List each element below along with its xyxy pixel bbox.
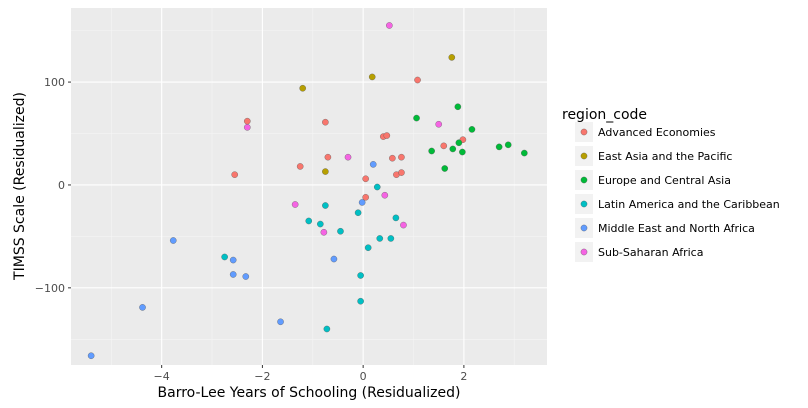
data-point: [244, 117, 251, 125]
data-point: [440, 142, 448, 150]
data-point: [330, 255, 338, 263]
data-point: [291, 201, 299, 208]
data-point: [169, 237, 177, 244]
data-point: [414, 76, 421, 84]
data-point: [362, 175, 369, 183]
data-point: [229, 271, 237, 278]
legend-marker: [580, 152, 588, 160]
plot-panel: [71, 8, 547, 365]
data-point: [441, 165, 449, 172]
x-tick-label: 0: [360, 370, 367, 383]
data-point: [435, 120, 442, 128]
data-point: [231, 171, 238, 178]
data-point: [242, 273, 250, 280]
data-point: [448, 54, 456, 61]
y-axis-ticks: −100 0 100: [35, 76, 71, 295]
data-point: [296, 163, 304, 170]
data-point: [368, 73, 376, 81]
data-point: [386, 22, 393, 29]
data-point: [504, 141, 512, 149]
data-point: [244, 124, 251, 131]
legend-label: Sub-Saharan Africa: [598, 246, 703, 259]
data-point: [398, 169, 405, 176]
data-point: [305, 217, 313, 225]
data-point: [344, 153, 352, 161]
legend-label: Middle East and North Africa: [598, 222, 755, 235]
x-axis-title: Barro-Lee Years of Schooling (Residualiz…: [158, 385, 461, 401]
data-point: [362, 194, 369, 201]
legend-label: East Asia and the Pacific: [598, 150, 732, 163]
data-point: [521, 149, 528, 157]
legend-label: Latin America and the Caribbean: [598, 198, 780, 211]
data-point: [459, 148, 466, 156]
data-point: [299, 84, 306, 92]
data-point: [449, 145, 457, 153]
data-point: [376, 235, 384, 242]
data-point: [354, 209, 362, 217]
x-tick-label: −2: [254, 370, 270, 383]
legend-marker: [580, 224, 588, 232]
data-point: [277, 318, 284, 326]
data-point: [392, 214, 400, 222]
data-point: [337, 227, 344, 235]
data-point: [389, 154, 396, 162]
data-points: [87, 22, 528, 360]
data-point: [454, 103, 462, 111]
data-point: [495, 143, 503, 151]
data-point: [383, 132, 391, 139]
data-point: [322, 168, 329, 175]
y-tick-label: 100: [44, 76, 65, 89]
data-point: [369, 161, 377, 168]
data-point: [373, 183, 381, 191]
data-point: [455, 139, 463, 147]
data-point: [323, 325, 331, 333]
data-point: [398, 153, 405, 161]
legend-marker: [580, 200, 588, 208]
data-point: [413, 114, 420, 122]
legend-marker: [580, 176, 588, 184]
legend-title: region_code: [562, 107, 647, 123]
data-point: [317, 220, 324, 228]
x-tick-label: 2: [460, 370, 467, 383]
y-tick-label: −100: [35, 282, 65, 295]
data-point: [357, 272, 364, 279]
data-point: [381, 191, 389, 199]
data-point: [320, 229, 328, 236]
data-point: [139, 304, 146, 311]
y-axis-title: TIMSS Scale (Residualized): [12, 92, 28, 281]
legend: region_code Advanced Economies East Asia …: [562, 107, 780, 262]
data-point: [364, 244, 372, 251]
data-point: [387, 235, 395, 242]
data-point: [428, 147, 435, 155]
data-point: [468, 126, 476, 133]
x-tick-label: −4: [154, 370, 170, 383]
legend-label: Europe and Central Asia: [598, 174, 731, 187]
legend-label: Advanced Economies: [598, 126, 716, 139]
data-point: [322, 118, 329, 126]
data-point: [358, 199, 366, 206]
data-point: [221, 253, 228, 261]
major-gridlines: [71, 8, 547, 365]
data-point: [87, 352, 95, 360]
data-point: [322, 202, 329, 209]
y-tick-label: 0: [58, 179, 65, 192]
legend-marker: [580, 128, 588, 136]
x-axis-ticks: −4 −2 0 2: [154, 365, 467, 383]
data-point: [357, 297, 364, 305]
legend-marker: [580, 248, 588, 256]
minor-gridlines: [71, 8, 547, 365]
data-point: [400, 221, 407, 229]
data-point: [229, 256, 237, 264]
data-point: [324, 153, 332, 161]
